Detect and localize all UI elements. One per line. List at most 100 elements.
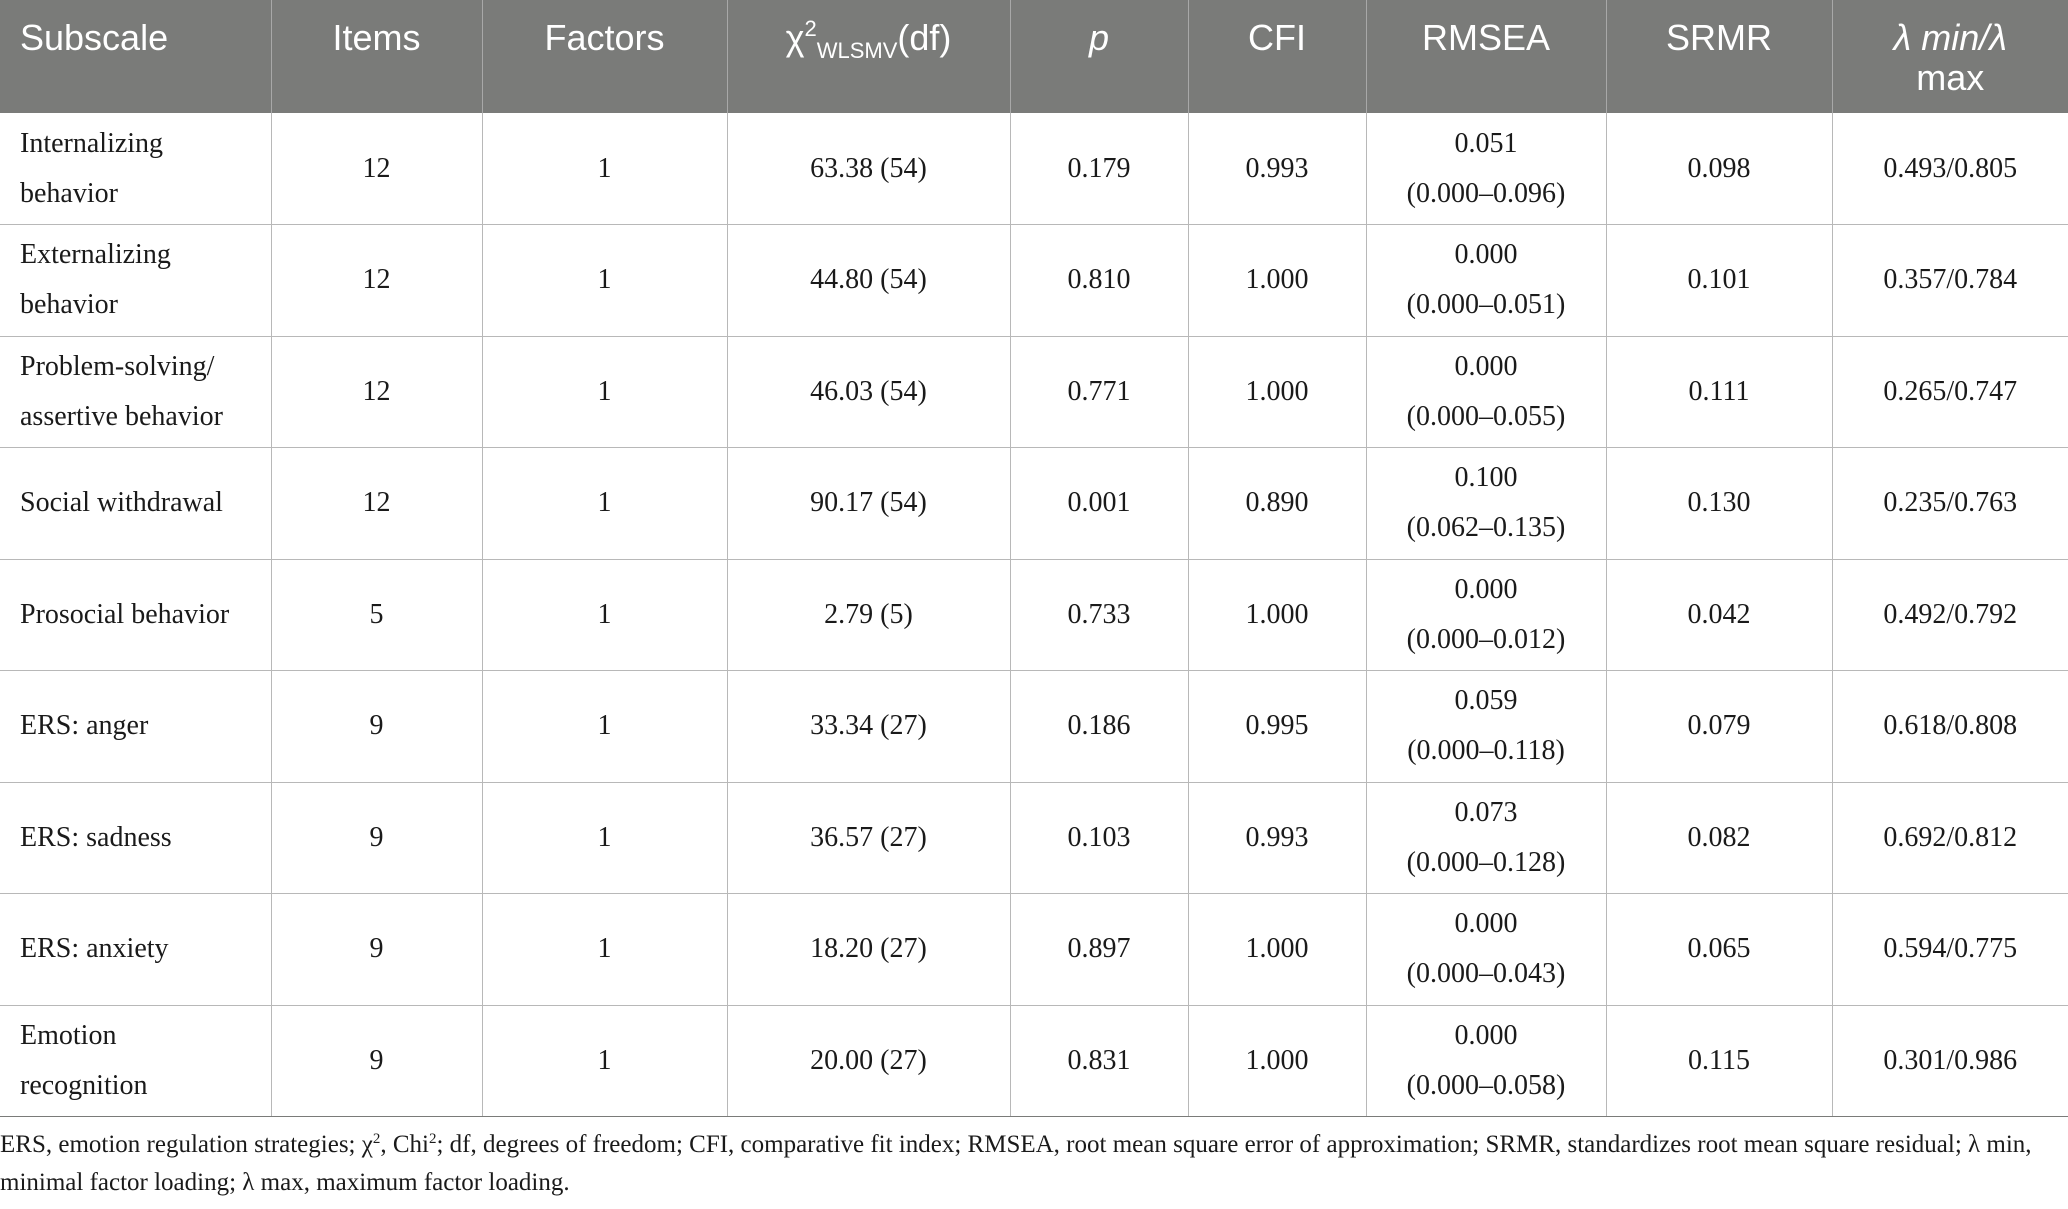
chi-superscript: 2 xyxy=(804,16,817,41)
cell-rmsea: 0.059 (0.000–0.118) xyxy=(1365,670,1606,783)
footnote-sup2: 2 xyxy=(428,1131,437,1147)
cell-srmr: 0.111 xyxy=(1605,336,1832,448)
cell-p: 0.897 xyxy=(1009,893,1188,1006)
table-row: Problem-solving/assertive behavior 12 1 46.… xyxy=(0,336,2068,448)
fit-statistics-table: Subscale Items Factors χ2WLSMV(df) p CFI… xyxy=(0,0,2068,1117)
subscale-line1: Emotion xyxy=(20,1019,117,1051)
table-row: ERS: anger 9 1 33.34 (27) 0.186 0.995 0.059 (0.… xyxy=(0,670,2068,783)
cell-factors: 1 xyxy=(481,1005,727,1117)
cell-subscale: ERS: anger xyxy=(0,670,271,783)
footnote-sup1: 2 xyxy=(372,1131,381,1147)
rmsea-ci: (0.000–0.012) xyxy=(1406,623,1566,655)
cell-lambda: 0.618/0.808 xyxy=(1831,670,2068,783)
cell-chi-square: 20.00 (27) xyxy=(726,1005,1010,1117)
cell-subscale: ERS: sadness xyxy=(0,782,271,894)
cell-cfi: 1.000 xyxy=(1187,224,1366,337)
cell-factors: 1 xyxy=(481,559,727,671)
cell-subscale: Prosocial behavior xyxy=(0,559,271,671)
cell-factors: 1 xyxy=(481,224,727,337)
subscale-line1: Problem-solving/ xyxy=(20,350,215,382)
cell-items: 9 xyxy=(270,670,482,783)
rmsea-ci: (0.062–0.135) xyxy=(1406,512,1566,544)
header-lambda-line1: λ min/λ xyxy=(1893,17,2007,58)
cell-items: 9 xyxy=(270,782,482,894)
cell-srmr: 0.098 xyxy=(1605,113,1832,225)
cell-lambda: 0.357/0.784 xyxy=(1831,224,2068,337)
rmsea-value: 0.000 xyxy=(1454,350,1518,382)
cell-chi-square: 44.80 (54) xyxy=(726,224,1010,337)
cell-srmr: 0.079 xyxy=(1605,670,1832,783)
subscale-line1: ERS: sadness xyxy=(20,821,172,853)
cell-cfi: 1.000 xyxy=(1187,893,1366,1006)
rmsea-value: 0.000 xyxy=(1454,908,1518,940)
cell-cfi: 0.995 xyxy=(1187,670,1366,783)
cell-rmsea: 0.000 (0.000–0.051) xyxy=(1365,224,1606,337)
rmsea-ci: (0.000–0.128) xyxy=(1406,846,1566,878)
footnote-part1: ERS, emotion regulation strategies; χ xyxy=(0,1131,373,1158)
cell-lambda: 0.492/0.792 xyxy=(1831,559,2068,671)
cell-factors: 1 xyxy=(481,336,727,448)
cell-lambda: 0.235/0.763 xyxy=(1831,447,2068,560)
cell-subscale: Externalizing behavior xyxy=(0,224,271,337)
rmsea-ci: (0.000–0.096) xyxy=(1406,177,1566,209)
rmsea-ci: (0.000–0.051) xyxy=(1406,289,1566,321)
chi-df: (df) xyxy=(897,17,952,58)
header-items: Items xyxy=(270,0,482,113)
cell-items: 9 xyxy=(270,893,482,1006)
cell-lambda: 0.265/0.747 xyxy=(1831,336,2068,448)
table-row: ERS: anxiety 9 1 18.20 (27) 0.897 1.000 0.000 (… xyxy=(0,893,2068,1006)
cell-p: 0.733 xyxy=(1009,559,1188,671)
cell-srmr: 0.115 xyxy=(1605,1005,1832,1117)
cell-cfi: 0.993 xyxy=(1187,782,1366,894)
cell-subscale: Problem-solving/assertive behavior xyxy=(0,336,271,448)
cell-factors: 1 xyxy=(481,782,727,894)
table-row: Social withdrawal 12 1 90.17 (54) 0.001 0.890… xyxy=(0,447,2068,560)
rmsea-value: 0.000 xyxy=(1454,239,1518,271)
cell-subscale: Social withdrawal xyxy=(0,447,271,560)
cell-items: 9 xyxy=(270,1005,482,1117)
cell-items: 5 xyxy=(270,559,482,671)
cell-p: 0.771 xyxy=(1009,336,1188,448)
rmsea-ci: (0.000–0.058) xyxy=(1406,1069,1566,1101)
cell-items: 12 xyxy=(270,224,482,337)
cell-chi-square: 36.57 (27) xyxy=(726,782,1010,894)
subscale-line2: behavior xyxy=(20,289,118,321)
cell-rmsea: 0.000 (0.000–0.012) xyxy=(1365,559,1606,671)
cell-factors: 1 xyxy=(481,893,727,1006)
cell-p: 0.001 xyxy=(1009,447,1188,560)
rmsea-value: 0.000 xyxy=(1454,573,1518,605)
cell-lambda: 0.493/0.805 xyxy=(1831,113,2068,225)
cell-p: 0.831 xyxy=(1009,1005,1188,1117)
cell-rmsea: 0.051 (0.000–0.096) xyxy=(1365,113,1606,225)
rmsea-ci: (0.000–0.043) xyxy=(1406,958,1566,990)
cell-chi-square: 90.17 (54) xyxy=(726,447,1010,560)
subscale-line1: ERS: anger xyxy=(20,710,149,742)
table-row: ERS: sadness 9 1 36.57 (27) 0.103 0.993 0.073 (… xyxy=(0,782,2068,894)
cell-lambda: 0.692/0.812 xyxy=(1831,782,2068,894)
cell-srmr: 0.042 xyxy=(1605,559,1832,671)
cell-factors: 1 xyxy=(481,113,727,225)
rmsea-value: 0.100 xyxy=(1454,462,1518,494)
rmsea-value: 0.000 xyxy=(1454,1019,1518,1051)
cell-cfi: 1.000 xyxy=(1187,336,1366,448)
table-footnote: ERS, emotion regulation strategies; χ2, … xyxy=(0,1126,2050,1202)
cell-p: 0.103 xyxy=(1009,782,1188,894)
header-row: Subscale Items Factors χ2WLSMV(df) p CFI… xyxy=(0,0,2068,113)
header-factors: Factors xyxy=(481,0,727,113)
header-chi-square: χ2WLSMV(df) xyxy=(726,0,1010,113)
cell-subscale: ERS: anxiety xyxy=(0,893,271,1006)
cell-subscale: Emotion recognition xyxy=(0,1005,271,1117)
cell-rmsea: 0.100 (0.062–0.135) xyxy=(1365,447,1606,560)
cell-p: 0.810 xyxy=(1009,224,1188,337)
cell-rmsea: 0.073 (0.000–0.128) xyxy=(1365,782,1606,894)
cell-cfi: 0.890 xyxy=(1187,447,1366,560)
cell-chi-square: 18.20 (27) xyxy=(726,893,1010,1006)
cell-srmr: 0.082 xyxy=(1605,782,1832,894)
cell-chi-square: 2.79 (5) xyxy=(726,559,1010,671)
cell-lambda: 0.594/0.775 xyxy=(1831,893,2068,1006)
header-subscale: Subscale xyxy=(0,0,271,113)
cell-items: 12 xyxy=(270,447,482,560)
cell-items: 12 xyxy=(270,336,482,448)
cell-lambda: 0.301/0.986 xyxy=(1831,1005,2068,1117)
cell-srmr: 0.130 xyxy=(1605,447,1832,560)
